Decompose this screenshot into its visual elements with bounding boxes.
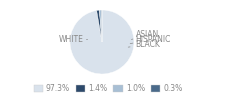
Legend: 97.3%, 1.4%, 1.0%, 0.3%: 97.3%, 1.4%, 1.0%, 0.3% [30,81,186,96]
Wedge shape [96,10,102,42]
Wedge shape [101,10,102,42]
Text: ASIAN: ASIAN [132,30,159,40]
Wedge shape [99,10,102,42]
Text: HISPANIC: HISPANIC [130,35,171,44]
Wedge shape [70,10,134,74]
Text: WHITE: WHITE [59,35,88,44]
Text: BLACK: BLACK [128,40,161,49]
